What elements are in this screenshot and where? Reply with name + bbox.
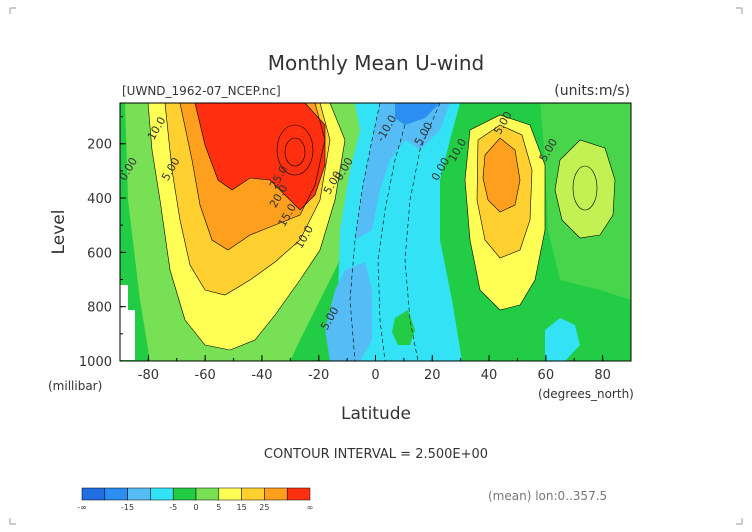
y-tick-label: 600: [87, 246, 112, 261]
x-tick-label: -40: [251, 368, 272, 383]
x-tick-label: -20: [308, 368, 329, 383]
region-lightgreen-nh: [540, 103, 631, 300]
missing-data-1: [120, 285, 128, 360]
x-axis-units: (degrees_north): [538, 387, 634, 401]
x-axis: -80 -60 -40 -20 0 20 40 60 80: [119, 355, 632, 383]
y-axis: 200 400 600 800 1000: [79, 116, 126, 370]
y-tick-label: 200: [87, 138, 112, 153]
region-orange-nh1: [483, 138, 520, 212]
contour-field: [120, 103, 631, 361]
colorbar-label: 0: [193, 503, 198, 512]
missing-data-2: [128, 310, 135, 360]
y-tick-label: 1000: [79, 355, 112, 370]
contour-interval-text: CONTOUR INTERVAL = 2.500E+00: [264, 447, 488, 462]
colorbar-swatch: [150, 487, 174, 501]
chart-title: Monthly Mean U-wind: [268, 51, 484, 75]
x-axis-title: Latitude: [341, 404, 411, 424]
x-tick-label: 60: [538, 368, 555, 383]
y-axis-units: (millibar): [48, 379, 102, 393]
colorbar: -∞ -15 -5 0 5 15 25 ∞: [77, 487, 314, 512]
y-axis-title: Level: [49, 210, 69, 255]
x-tick-label: -60: [195, 368, 216, 383]
region-green-island: [392, 310, 415, 345]
region-red-sh: [195, 103, 325, 210]
x-tick-label: 40: [481, 368, 498, 383]
y-tick-label: 800: [87, 301, 112, 316]
colorbar-swatch: [195, 487, 220, 501]
y-tick-label: 400: [87, 192, 112, 207]
region-yellow-nh2: [555, 140, 615, 238]
x-tick-label: 0: [371, 368, 379, 383]
colorbar-swatch: [127, 487, 151, 501]
colorbar-label: -∞: [77, 503, 87, 512]
colorbar-swatch: [172, 487, 197, 501]
colorbar-swatch: [81, 487, 106, 501]
dataset-label: [UWND_1962-07_NCEP.nc]: [122, 84, 281, 98]
region-blue-eq: [395, 103, 440, 125]
footer-right: (mean) lon:0..357.5: [488, 489, 607, 503]
x-tick-label: 80: [594, 368, 611, 383]
colorbar-swatch: [264, 487, 288, 501]
contour-lines: [147, 103, 616, 351]
colorbar-label: 15: [237, 503, 247, 512]
colorbar-swatch: [286, 487, 311, 501]
x-tick-label: 20: [424, 368, 441, 383]
x-tick-label: -80: [138, 368, 159, 383]
colorbar-swatch: [104, 487, 128, 501]
colorbar-label: -15: [121, 503, 134, 512]
region-lightblue-low: [325, 262, 372, 361]
colorbar-label: ∞: [307, 503, 314, 512]
dashed-contours: [349, 103, 441, 361]
region-cyan-nh-low: [545, 318, 580, 361]
colorbar-swatch: [218, 487, 242, 501]
colorbar-label: 25: [259, 503, 269, 512]
region-lightblue-eq: [355, 103, 450, 240]
crop-marks: [9, 7, 743, 525]
colorbar-label: 5: [216, 503, 221, 512]
colorbar-label: -5: [169, 503, 177, 512]
colorbar-swatch: [241, 487, 265, 501]
units-label: (units:m/s): [554, 83, 630, 99]
